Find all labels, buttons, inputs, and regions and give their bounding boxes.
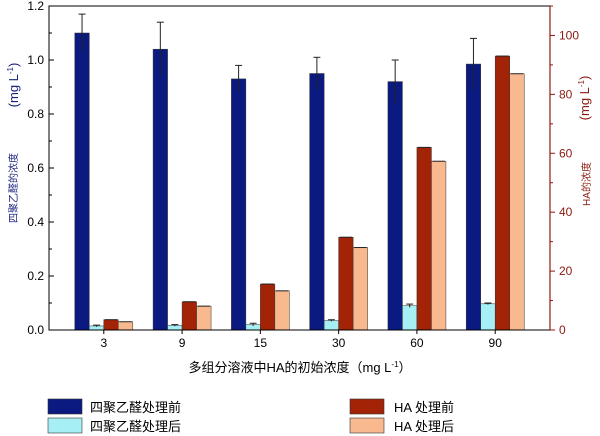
bar-s0-15 bbox=[231, 78, 247, 331]
y-left-tick-label: 1.2 bbox=[27, 0, 44, 13]
left-axis-title: 四聚乙醛的浓度 bbox=[7, 153, 20, 223]
legend: 四聚乙醛处理前 四聚乙醛处理后 HA 处理前 HA 处理后 bbox=[47, 398, 454, 434]
bar-s3-9 bbox=[196, 305, 212, 331]
bar-s0-30 bbox=[309, 73, 325, 331]
right-axis-title: HA的浓度 bbox=[580, 162, 593, 206]
bar-s3-15 bbox=[274, 290, 290, 331]
bar-s2-3 bbox=[103, 319, 119, 331]
bar-s3-60 bbox=[431, 160, 447, 331]
x-tick-label: 9 bbox=[179, 336, 186, 350]
bar-s3-3 bbox=[118, 321, 134, 331]
y-right-tick-label: 40 bbox=[559, 205, 573, 219]
bar-s0-60 bbox=[387, 81, 403, 331]
bar-s1-60 bbox=[402, 305, 418, 331]
y-right-tick-label: 60 bbox=[559, 146, 573, 160]
y-right-tick-label: 0 bbox=[559, 323, 566, 337]
legend-swatch-3 bbox=[349, 417, 385, 434]
bar-s2-15 bbox=[260, 283, 276, 331]
bar-s0-9 bbox=[152, 48, 168, 331]
legend-swatch-0 bbox=[47, 398, 83, 415]
x-tick-label: 60 bbox=[410, 336, 424, 350]
bar-s1-30 bbox=[323, 320, 339, 331]
legend-swatch-2 bbox=[349, 398, 385, 415]
x-tick-label: 30 bbox=[332, 336, 346, 350]
y-left-tick-label: 0.2 bbox=[27, 269, 44, 283]
y-left-tick-label: 0.6 bbox=[27, 161, 44, 175]
bars-layer bbox=[74, 13, 525, 331]
right-axis-unit: (mg L-1) bbox=[577, 76, 592, 121]
bar-s2-9 bbox=[181, 301, 197, 331]
y-right-tick-label: 100 bbox=[559, 28, 579, 42]
bar-s1-90 bbox=[480, 303, 496, 331]
x-tick-label: 90 bbox=[489, 336, 503, 350]
y-left-tick-label: 0.8 bbox=[27, 107, 44, 121]
bar-s3-30 bbox=[352, 247, 368, 331]
bar-s3-90 bbox=[509, 73, 525, 331]
legend-label-0: 四聚乙醛处理前 bbox=[90, 400, 181, 415]
bar-s2-60 bbox=[416, 147, 432, 331]
x-axis-title: 多组分溶液中HA的初始浓度（mg L-1） bbox=[188, 360, 411, 375]
bar-s2-90 bbox=[494, 55, 510, 331]
left-axis-unit: (mg L-1) bbox=[6, 63, 21, 108]
x-tick-label: 3 bbox=[100, 336, 107, 350]
y-right-tick-label: 80 bbox=[559, 87, 573, 101]
bar-s2-30 bbox=[338, 236, 354, 331]
y-left-tick-label: 1.0 bbox=[27, 53, 44, 67]
y-left-tick-label: 0.4 bbox=[27, 215, 44, 229]
bar-s0-90 bbox=[465, 63, 481, 331]
legend-label-3: HA 处理后 bbox=[394, 419, 454, 434]
legend-swatch-1 bbox=[47, 417, 83, 434]
y-left-tick-label: 0.0 bbox=[27, 323, 44, 337]
legend-label-2: HA 处理前 bbox=[394, 400, 454, 415]
y-right-tick-label: 20 bbox=[559, 264, 573, 278]
bar-s0-3 bbox=[74, 32, 90, 331]
ticks-layer: 3 9 15 30 60 90 0.0 0.2 0.4 0.6 0.8 1.0 1.2 0 20 40 60 80… bbox=[27, 0, 579, 350]
x-tick-label: 15 bbox=[254, 336, 268, 350]
legend-label-1: 四聚乙醛处理后 bbox=[90, 419, 181, 434]
